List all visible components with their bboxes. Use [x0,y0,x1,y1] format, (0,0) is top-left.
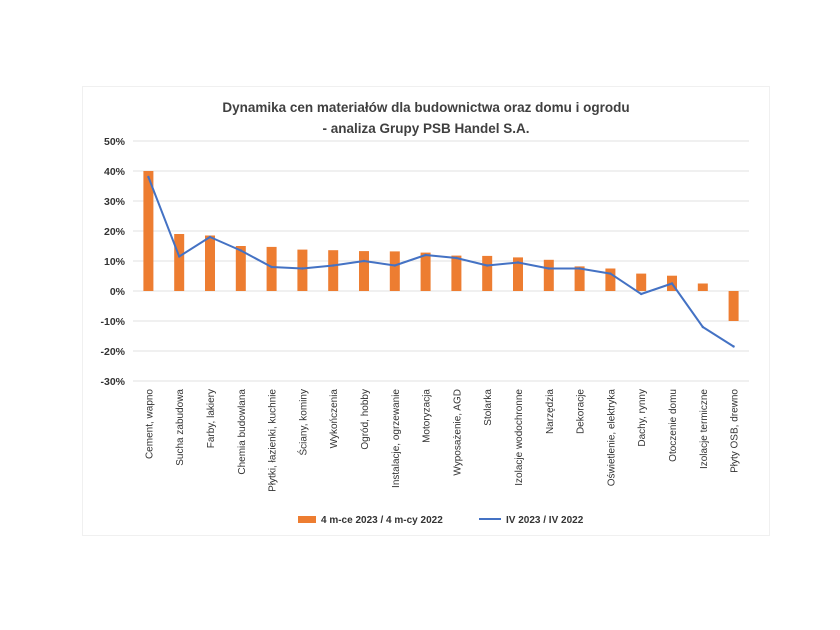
line-point [670,282,674,285]
bar-series [143,171,739,321]
x-tick-label: Ściany, kominy [296,389,309,456]
y-tick-label: -20% [100,346,125,358]
line-series [147,175,735,348]
chart-card: Dynamika cen materiałów dla budownictwa … [82,86,770,536]
x-tick-label: Narzędzia [545,389,556,434]
line-point [516,261,520,264]
legend-swatch-bars [298,516,316,523]
bar [174,234,185,291]
x-tick-label: Sucha zabudowa [175,389,186,466]
x-tick-label: Ogród, hobby [360,389,371,450]
bar [297,249,308,291]
y-tick-label: 50% [104,136,126,148]
x-tick-label: Dachy, rynny [637,389,648,447]
bar [513,257,523,291]
line-point [301,267,304,270]
y-tick-label: 40% [104,166,126,178]
x-tick-label: Motoryzacja [422,389,433,443]
line-point [178,255,181,258]
x-tick-label: Oświetlenie, elektryka [606,389,617,487]
line-point [609,272,612,275]
line-point [332,264,335,267]
bar [235,246,246,291]
gridlines [133,140,749,382]
chart: Dynamika cen materiałów dla budownictwa … [100,100,749,526]
x-tick-label: Płytki, łazienki, kuchnie [268,389,279,492]
bar [266,246,277,291]
y-tick-label: -10% [100,316,125,328]
line-point [640,292,643,296]
chart-subtitle: - analiza Grupy PSB Handel S.A. [322,121,529,136]
line-point [362,259,366,263]
x-tick-label: Stolarka [483,389,494,426]
bar [389,251,400,291]
x-tick-label: Izolacje termiczne [699,389,710,469]
bar [728,291,739,321]
y-tick-label: 0% [110,286,126,298]
legend-label-bars: 4 m-ce 2023 / 4 m-cy 2022 [321,515,443,526]
legend: 4 m-ce 2023 / 4 m-cy 2022 IV 2023 / IV 2… [298,515,584,526]
y-tick-label: 10% [104,256,126,268]
line-point [732,345,735,348]
line-point [208,235,212,239]
bar [359,251,369,291]
series-line [147,176,735,348]
chart-title: Dynamika cen materiałów dla budownictwa … [222,100,629,115]
line-point [486,264,489,267]
x-tick-label: Dekoracje [576,389,587,434]
line-point [424,253,427,257]
legend-label-line: IV 2023 / IV 2022 [506,515,584,526]
bar [697,283,708,291]
line-point [147,175,150,179]
y-tick-label: 20% [104,226,126,238]
bar [451,255,462,291]
y-tick-label: -30% [100,376,125,388]
bar [205,235,215,291]
line-point [578,267,581,270]
line-point [239,249,242,252]
x-tick-label: Izolacje wodochronne [514,389,525,486]
line-point [547,267,550,270]
bar [328,250,339,291]
x-tick-label: Wykończenia [329,389,340,449]
bar [574,266,585,291]
y-tick-label: 30% [104,196,126,208]
x-tick-label: Instalacje, ogrzewanie [391,389,402,488]
bar [636,273,647,291]
x-tick-label: Cement, wapno [144,389,155,459]
bar [482,255,493,291]
x-axis-ticks: Cement, wapno Sucha zabudowa Farby, lakier… [144,389,740,492]
line-point [270,265,273,269]
bar [543,259,554,291]
bar [420,252,431,291]
x-tick-label: Wyposażenie, AGD [452,389,463,476]
x-tick-label: Płyty OSB, drewno [730,389,741,473]
line-point [393,264,396,267]
line-point [701,325,704,329]
y-axis-ticks: 50% 40% 30% 20% 10% 0% -10% -20% -30% [100,136,125,388]
x-tick-label: Otoczenie domu [668,389,679,462]
x-tick-label: Farby, lakiery [206,389,217,448]
x-tick-label: Chemia budowlana [237,389,248,475]
bar [605,268,616,291]
bar [143,171,154,291]
line-point [455,256,458,260]
